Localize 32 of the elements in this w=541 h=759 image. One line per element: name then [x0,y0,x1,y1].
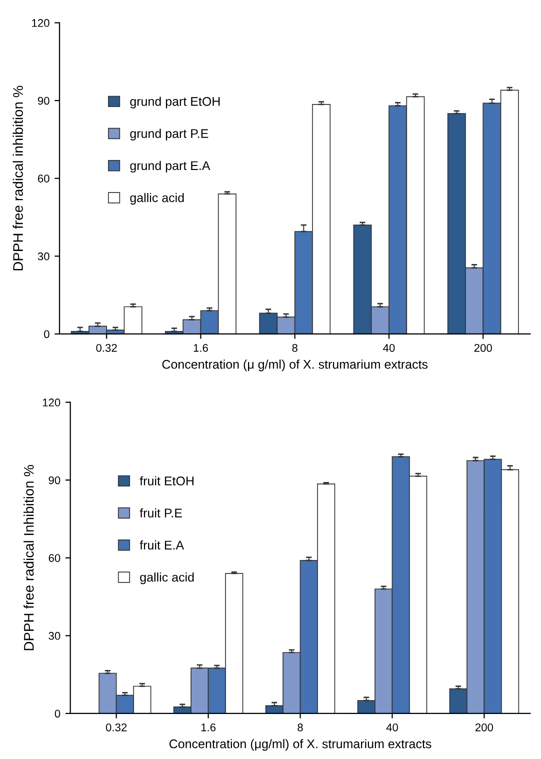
legend-label: grund part EtOH [130,96,220,108]
legend-label: grund part P.E [130,128,208,140]
x-axis-title: Concentration (μg/ml) of X. strumarium extracts [169,739,432,751]
y-tick-label: 120 [32,19,50,27]
x-tick-label: 0.32 [106,723,127,732]
x-axis-title: Concentration (μ g/ml) of X. strumarium extracts [162,360,428,372]
y-tick-label: 30 [48,632,60,640]
legend-label: fruit EtOH [140,476,194,486]
y-tick-label: 90 [48,476,60,484]
x-tick-label: 1.6 [194,344,208,352]
legend-label: gallic acid [130,192,184,205]
y-tick-label: 60 [48,554,60,562]
y-tick-label: 60 [38,174,50,182]
y-tick-label: 120 [42,398,60,406]
x-tick-label: 200 [475,723,494,732]
x-tick-label: 8 [292,344,298,352]
legend-label: gallic acid [140,572,194,584]
y-tick-label: 0 [44,330,50,338]
legend-label: fruit P.E [140,508,182,518]
y-tick-label: 30 [38,252,50,260]
x-tick-label: 200 [474,344,492,352]
x-tick-label: 40 [383,344,395,352]
legend-label: grund part E.A [130,160,210,173]
x-tick-label: 40 [386,723,398,732]
legend-label: fruit E.A [140,540,184,550]
y-tick-label: 90 [38,96,50,105]
y-axis-title: DPPH free radical Inhibition % [24,464,34,650]
y-tick-label: 0 [54,710,60,718]
y-axis-title: DPPH free radical inhibition % [12,86,23,270]
x-tick-label: 8 [298,723,303,732]
x-tick-label: 1.6 [201,723,216,732]
x-tick-label: 0.32 [96,344,117,352]
